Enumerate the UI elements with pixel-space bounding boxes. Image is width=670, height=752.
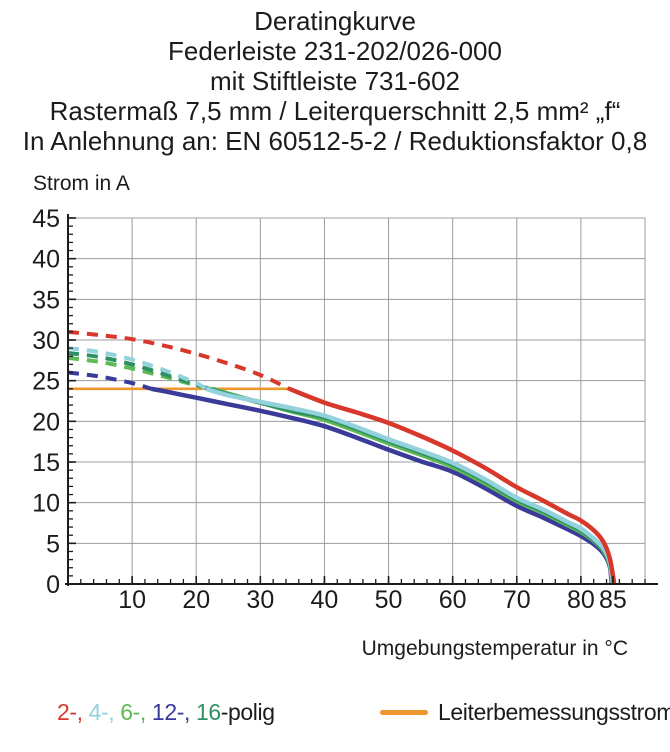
- title-line-4: Rastermaß 7,5 mm / Leiterquerschnitt 2,5…: [49, 96, 621, 126]
- y-tick-label: 35: [32, 286, 60, 314]
- rated-current-line-swatch: [380, 710, 428, 715]
- curve-12-polig: [150, 386, 614, 585]
- x-tick-label: 80: [567, 586, 595, 614]
- x-tick-label: 20: [182, 586, 210, 614]
- y-tick-label: 0: [46, 571, 60, 599]
- legend-segment: 16: [195, 699, 221, 725]
- y-tick-label: 20: [32, 408, 60, 436]
- chart-title-block: Deratingkurve Federleiste 231-202/026-00…: [0, 6, 670, 156]
- x-tick-label: 60: [439, 586, 467, 614]
- curve-2-polig-dashed: [67, 329, 291, 391]
- title-line-3: mit Stiftleiste 731-602: [209, 66, 460, 96]
- x-tick-label: 40: [311, 586, 339, 614]
- y-axis-title: Strom in A: [33, 172, 130, 195]
- x-tick-label: 70: [503, 586, 531, 614]
- x-tick-label: 10: [118, 586, 146, 614]
- curve-4-polig-dashed: [67, 346, 207, 391]
- legend-segment: 12-,: [151, 699, 196, 725]
- title-line-1: Deratingkurve: [254, 6, 416, 36]
- y-tick-label: 15: [32, 449, 60, 477]
- legend-segment: 4-,: [88, 699, 121, 725]
- curve-2-polig: [288, 386, 617, 585]
- y-tick-label: 30: [32, 327, 60, 355]
- curve-16-polig: [208, 386, 615, 585]
- x-tick-label: 50: [375, 586, 403, 614]
- legend-rated-current: Leiterbemessungsstrom: [380, 699, 670, 726]
- x-tick-label: 30: [246, 586, 274, 614]
- legend-pole-counts: 2-, 4-, 6-, 12-, 16-polig: [57, 699, 275, 726]
- rated-current-label: Leiterbemessungsstrom: [438, 699, 670, 725]
- y-tick-label: 5: [46, 530, 60, 558]
- curve-12-polig-dashed: [67, 370, 152, 391]
- derating-chart: 10 20 30 40 50 60 70 80 85 0 5 10 15 20 25 30 35 40 45: [32, 205, 658, 614]
- legend-segment: 2-,: [57, 699, 89, 725]
- title-line-2: Federleiste 231-202/026-000: [168, 36, 502, 66]
- y-tick-label: 10: [32, 490, 60, 518]
- x-tick-label: 85: [599, 586, 627, 614]
- x-axis-title: Umgebungstemperatur in °C: [361, 637, 628, 660]
- curve-16-polig-dashed: [67, 351, 210, 391]
- legend-segment: -polig: [220, 699, 275, 725]
- y-tick-label: 40: [32, 246, 60, 274]
- title-line-5: In Anlehnung an: EN 60512-5-2 / Reduktio…: [22, 126, 648, 156]
- y-tick-label: 25: [32, 368, 60, 396]
- curve-6-polig: [211, 386, 615, 585]
- y-tick-label: 45: [32, 205, 60, 233]
- legend-segment: 6-,: [120, 699, 152, 725]
- curve-4-polig: [205, 386, 616, 585]
